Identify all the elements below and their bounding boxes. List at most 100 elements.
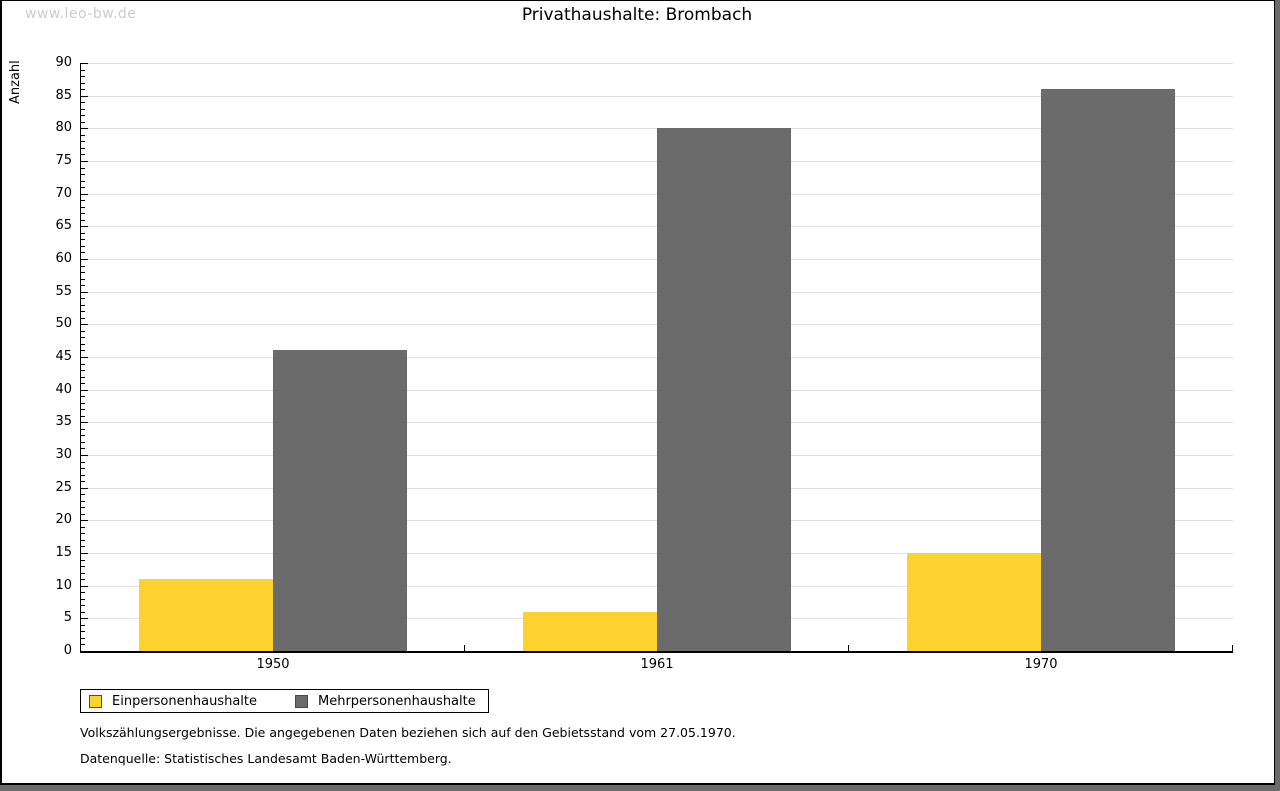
y-axis-minor-tick: [81, 115, 85, 117]
y-axis-minor-tick: [81, 481, 85, 483]
bar-mehrpersonenhaushalte-1970: [1041, 89, 1175, 651]
y-axis-minor-tick: [81, 500, 85, 502]
y-axis-tick-label-30: 30: [55, 447, 72, 462]
y-axis-major-tick: [81, 128, 88, 130]
y-axis-tick-label-15: 15: [55, 545, 72, 560]
y-axis-minor-tick: [81, 370, 85, 372]
y-axis-tick-label-75: 75: [55, 153, 72, 168]
y-axis-minor-tick: [81, 167, 85, 169]
y-axis-tick-label-5: 5: [63, 610, 72, 626]
y-axis-minor-tick: [81, 200, 85, 202]
gridline-y-85: [81, 95, 1233, 97]
y-axis-tick-label-55: 55: [55, 283, 72, 299]
y-axis-minor-tick: [81, 402, 85, 404]
y-axis-minor-tick: [81, 232, 85, 234]
y-axis-major-tick: [81, 291, 88, 293]
y-axis-major-tick: [81, 422, 88, 424]
gridline-y-90: [81, 63, 1233, 64]
y-axis-minor-tick: [81, 644, 85, 646]
y-axis-minor-tick: [81, 82, 85, 84]
legend-item-einpersonenhaushalte: Einpersonenhaushalte: [89, 694, 257, 709]
y-axis-minor-tick: [81, 69, 85, 71]
y-axis-minor-tick: [81, 383, 85, 385]
x-axis-tick-label-1950: 1950: [256, 657, 290, 672]
y-axis-minor-tick: [81, 134, 85, 136]
legend-swatch-gray: [295, 694, 308, 708]
y-axis-tick-label-45: 45: [55, 349, 72, 364]
plot-area: 1950 1961 1970: [80, 63, 1233, 672]
y-axis-minor-tick: [81, 89, 85, 91]
y-axis-major-tick: [81, 618, 88, 620]
y-axis-major-tick: [81, 324, 88, 326]
y-axis-tick-label-60: 60: [55, 251, 72, 266]
y-axis-minor-tick: [81, 108, 85, 110]
y-axis-major-tick: [81, 226, 88, 228]
y-axis-tick-label-40: 40: [55, 381, 72, 397]
y-axis-minor-tick: [81, 76, 85, 78]
y-axis-minor-tick: [81, 219, 85, 221]
y-axis-tick-label-25: 25: [55, 479, 72, 495]
y-axis-tick-label-80: 80: [55, 120, 72, 136]
y-axis-minor-tick: [81, 252, 85, 254]
y-axis-minor-tick: [81, 546, 85, 548]
y-axis-minor-tick: [81, 121, 85, 123]
y-axis-minor-tick: [81, 337, 85, 339]
y-axis-title: Anzahl: [8, 60, 23, 104]
legend-label: Einpersonenhaushalte: [112, 693, 257, 709]
x-axis-tick-label-1970: 1970: [1024, 657, 1058, 672]
y-axis-minor-tick: [81, 245, 85, 247]
frame-shadow-right: [1275, 0, 1280, 791]
y-axis-minor-tick: [81, 102, 85, 104]
y-axis-major-tick: [81, 585, 88, 587]
y-axis-minor-tick: [81, 559, 85, 561]
y-axis-minor-tick: [81, 605, 85, 607]
bar-einpersonenhaushalte-1970: [907, 553, 1041, 651]
y-axis-tick-label-35: 35: [55, 414, 72, 430]
y-axis-tick-label-65: 65: [55, 218, 72, 234]
y-axis-major-tick: [81, 553, 88, 554]
y-axis-minor-tick: [81, 409, 85, 411]
y-axis-minor-tick: [81, 533, 85, 535]
y-axis-tick-label-20: 20: [55, 512, 72, 528]
y-axis-minor-tick: [81, 298, 85, 300]
y-axis-tick-label-70: 70: [55, 185, 72, 201]
y-axis-major-tick: [81, 95, 88, 97]
y-axis-minor-tick: [81, 526, 85, 528]
bar-einpersonenhaushalte-1950: [139, 579, 273, 651]
y-axis-tick-label-85: 85: [55, 87, 72, 103]
y-axis-major-tick: [81, 487, 88, 489]
y-axis-minor-tick: [81, 448, 85, 450]
y-axis-minor-tick: [81, 174, 85, 176]
y-axis-minor-tick: [81, 363, 85, 365]
x-axis-boundary-tick: [1232, 645, 1233, 651]
y-axis-tick-label-50: 50: [55, 316, 72, 332]
y-axis-major-tick: [81, 161, 88, 162]
bar-mehrpersonenhaushalte-1950: [273, 350, 407, 651]
y-axis-minor-tick: [81, 428, 85, 430]
y-axis-minor-tick: [81, 317, 85, 319]
y-axis-minor-tick: [81, 239, 85, 241]
y-axis-minor-tick: [81, 415, 85, 417]
y-axis-minor-tick: [81, 272, 85, 274]
y-axis-minor-tick: [81, 278, 85, 280]
y-axis-minor-tick: [81, 566, 85, 568]
y-axis-minor-tick: [81, 285, 85, 287]
watermark: www.leo-bw.de: [25, 6, 137, 22]
chart-title: Privathaushalte: Brombach: [521, 5, 753, 25]
y-axis-minor-tick: [81, 592, 85, 594]
y-axis-minor-tick: [81, 396, 85, 398]
x-axis-boundary-tick: [464, 645, 465, 651]
y-axis-minor-tick: [81, 265, 85, 267]
legend-swatch-yellow: [89, 694, 102, 708]
y-axis-major-tick: [81, 520, 88, 522]
y-axis-minor-tick: [81, 441, 85, 443]
y-axis-minor-tick: [81, 572, 85, 574]
y-axis-minor-tick: [81, 507, 85, 509]
y-axis-minor-tick: [81, 461, 85, 463]
y-axis-major-tick: [81, 389, 88, 391]
y-axis-minor-tick: [81, 598, 85, 600]
y-axis-minor-tick: [81, 494, 85, 496]
y-axis-minor-tick: [81, 311, 85, 313]
y-axis-minor-tick: [81, 147, 85, 149]
y-axis-minor-tick: [81, 376, 85, 378]
